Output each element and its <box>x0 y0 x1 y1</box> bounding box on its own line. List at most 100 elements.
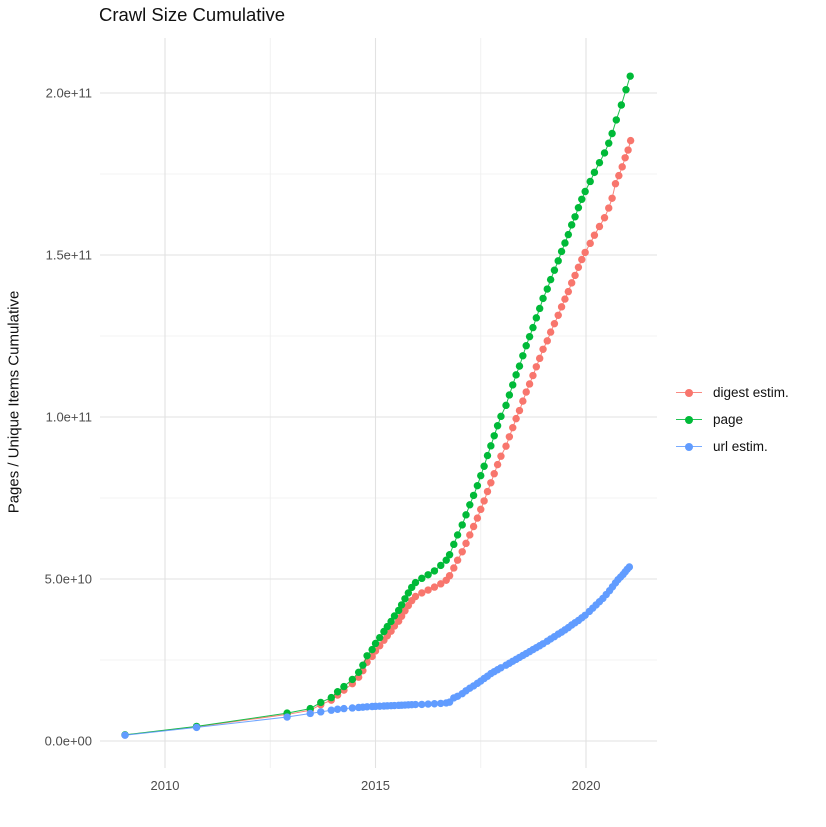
data-point <box>354 668 363 677</box>
y-tick-label: 2.0e+11 <box>46 86 92 101</box>
data-point <box>519 352 527 360</box>
data-point <box>490 470 498 478</box>
data-point <box>387 617 395 626</box>
data-point <box>600 149 609 157</box>
data-point <box>608 194 616 202</box>
data-point <box>493 460 502 469</box>
legend-key-icon <box>676 441 702 453</box>
data-point <box>509 423 517 432</box>
data-point <box>418 700 426 709</box>
data-point <box>617 101 626 109</box>
data-point <box>437 580 445 588</box>
data-point <box>557 247 566 256</box>
data-point <box>121 731 129 739</box>
data-point <box>567 221 576 229</box>
data-point <box>497 412 505 421</box>
data-point <box>561 295 569 303</box>
data-point <box>535 354 544 363</box>
data-point <box>487 442 495 450</box>
x-tick-label: 2020 <box>572 778 601 793</box>
data-point <box>546 328 555 336</box>
data-point <box>600 214 609 222</box>
data-point <box>283 713 291 721</box>
data-point <box>502 442 510 450</box>
data-point <box>430 583 439 591</box>
data-point <box>512 371 520 379</box>
data-point <box>368 645 376 654</box>
data-point <box>317 708 325 716</box>
data-point <box>348 675 357 684</box>
data-point <box>359 661 367 669</box>
data-point <box>450 540 458 549</box>
data-point <box>554 257 562 265</box>
y-tick-label: 5.0e+10 <box>45 572 92 587</box>
data-point <box>578 255 586 264</box>
data-point <box>625 563 634 571</box>
data-point <box>581 248 589 257</box>
data-point <box>458 548 466 556</box>
data-point <box>595 222 604 231</box>
data-point <box>445 572 454 580</box>
data-point <box>571 271 579 280</box>
data-point <box>522 388 530 396</box>
data-point <box>469 522 478 531</box>
data-point <box>458 521 466 529</box>
data-point <box>505 391 514 399</box>
y-tick-label: 0.0e+00 <box>45 734 92 749</box>
data-point <box>554 311 562 319</box>
data-point <box>483 451 492 460</box>
data-point <box>595 158 604 167</box>
data-point <box>626 72 634 80</box>
data-point <box>376 633 384 642</box>
legend-item-digest: digest estim. <box>676 379 789 406</box>
chart-title: Crawl Size Cumulative <box>99 4 286 25</box>
data-point <box>333 688 342 696</box>
legend-item-page: page <box>676 406 789 433</box>
data-point <box>502 401 510 410</box>
data-point <box>493 422 502 430</box>
data-point <box>411 578 420 587</box>
data-point <box>550 319 559 328</box>
data-point <box>348 704 357 712</box>
data-point <box>473 514 482 522</box>
data-point <box>543 285 551 293</box>
data-point <box>424 700 432 708</box>
data-point <box>626 136 635 145</box>
data-point <box>462 511 470 519</box>
data-point <box>615 171 623 180</box>
data-point <box>512 414 520 423</box>
data-point <box>480 497 488 505</box>
data-point <box>437 561 445 570</box>
data-point <box>462 539 470 548</box>
y-tick-label: 1.0e+11 <box>46 410 92 425</box>
data-point <box>532 363 541 371</box>
data-point <box>306 709 314 718</box>
data-point <box>550 266 559 274</box>
data-point <box>543 337 551 345</box>
data-point <box>411 700 420 709</box>
data-point <box>453 531 462 539</box>
legend-label: url estim. <box>713 439 768 454</box>
data-point <box>561 239 569 247</box>
data-point <box>608 129 616 138</box>
data-point <box>327 706 335 714</box>
x-tick-label: 2015 <box>361 778 390 793</box>
data-point <box>390 612 399 620</box>
data-point <box>450 564 458 572</box>
data-point <box>340 704 348 713</box>
data-point <box>539 345 547 353</box>
data-point <box>574 263 583 272</box>
data-point <box>473 481 482 490</box>
data-point <box>418 589 426 597</box>
data-point <box>469 491 478 500</box>
data-point <box>477 505 485 514</box>
data-point <box>564 230 573 239</box>
data-point <box>525 332 534 341</box>
data-point <box>605 139 613 147</box>
data-point <box>505 433 514 441</box>
legend-item-url: url estim. <box>676 433 789 460</box>
data-point <box>621 154 629 162</box>
data-point <box>327 693 335 702</box>
